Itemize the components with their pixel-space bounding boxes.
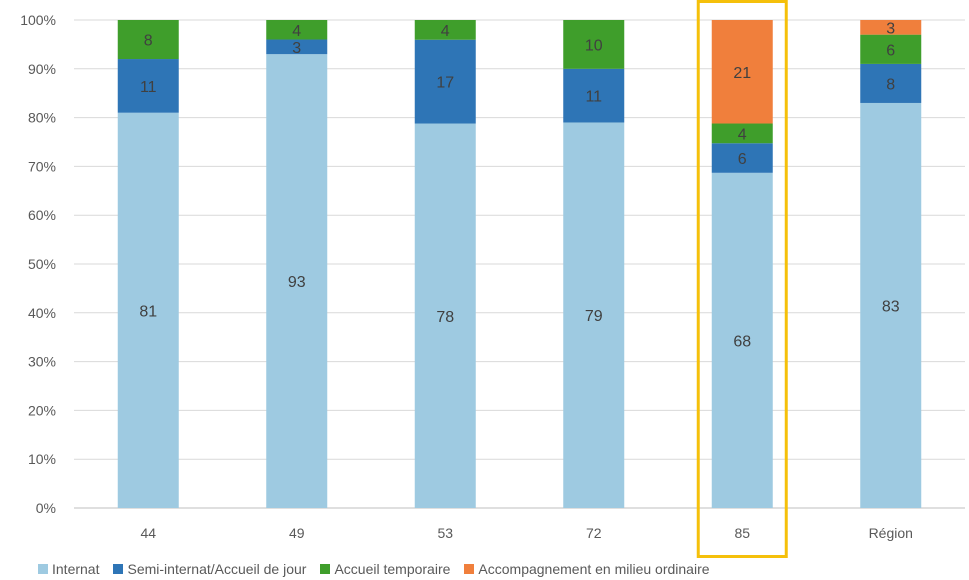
legend-label-internat: Internat	[52, 561, 100, 577]
x-axis-labels: 44 49 53 72 85 Région	[140, 525, 912, 541]
x-tick-label: 53	[437, 525, 453, 541]
bar-segment	[711, 172, 773, 508]
bar-segment	[266, 39, 328, 55]
data-label: 3	[886, 20, 895, 37]
y-tick-label: 90%	[28, 61, 56, 77]
data-label: 6	[886, 42, 895, 59]
x-tick-label: 49	[289, 525, 305, 541]
bars	[117, 20, 922, 509]
bar-segment	[414, 20, 476, 40]
data-label: 83	[882, 298, 900, 315]
y-tick-label: 10%	[28, 451, 56, 467]
data-label: 81	[139, 303, 157, 320]
data-label: 11	[140, 79, 157, 96]
y-tick-label: 50%	[28, 256, 56, 272]
x-tick-label: 72	[586, 525, 602, 541]
bar-segment	[117, 59, 179, 113]
legend-swatch-accompagnement	[464, 564, 475, 574]
legend-swatch-semi-internat	[113, 564, 124, 574]
legend-item-accompagnement: Accompagnement en milieu ordinaire	[464, 561, 710, 577]
data-label: 79	[585, 308, 603, 325]
legend-item-internat: Internat	[38, 561, 99, 577]
y-tick-label: 70%	[28, 158, 56, 174]
legend-label-semi-internat: Semi-internat/Accueil de jour	[127, 561, 307, 577]
data-label: 8	[144, 33, 153, 50]
bar-segment	[266, 54, 328, 508]
data-label: 11	[585, 89, 602, 106]
x-tick-label: Région	[869, 525, 913, 541]
bar-segment	[563, 20, 625, 69]
y-axis-ticks: 0% 10% 20% 30% 40% 50% 60% 70% 80% 90% 100%	[20, 12, 56, 516]
bar-segment	[414, 39, 476, 124]
legend-swatch-internat	[38, 564, 48, 574]
bar-segment	[860, 63, 922, 103]
bar-segment	[711, 143, 773, 173]
bar-segment	[266, 20, 328, 40]
gridlines	[74, 19, 965, 509]
bar-segment	[860, 34, 922, 64]
y-tick-label: 30%	[28, 354, 56, 370]
y-tick-label: 0%	[36, 500, 56, 516]
y-tick-label: 40%	[28, 305, 56, 321]
data-label: 4	[738, 126, 747, 143]
bar-segment	[563, 122, 625, 508]
bar-segment	[711, 123, 773, 144]
bar-segment	[860, 102, 922, 509]
highlight-rectangle	[696, 0, 788, 558]
data-label: 93	[288, 274, 306, 291]
legend-swatch-accueil-temporaire	[320, 564, 331, 574]
data-label: 10	[585, 37, 603, 54]
bar-segment	[117, 20, 179, 60]
x-tick-label: 85	[734, 525, 750, 541]
legend: Internat Semi-internat/Accueil de jour A…	[38, 561, 710, 577]
data-label: 78	[436, 309, 454, 326]
data-label: 8	[886, 76, 895, 93]
legend-item-accueil-temporaire: Accueil temporaire	[320, 561, 450, 577]
bar-segment	[414, 123, 476, 509]
data-label: 68	[733, 333, 751, 350]
legend-item-semi-internat: Semi-internat/Accueil de jour	[113, 561, 306, 577]
y-tick-label: 80%	[28, 110, 56, 126]
y-tick-label: 100%	[20, 12, 56, 28]
y-tick-label: 20%	[28, 402, 56, 418]
legend-label-accompagnement: Accompagnement en milieu ordinaire	[478, 561, 710, 577]
data-label: 21	[733, 65, 751, 82]
data-label: 6	[738, 151, 747, 168]
bar-segment	[711, 20, 773, 124]
legend-label-accueil-temporaire: Accueil temporaire	[334, 561, 451, 577]
x-tick-label: 44	[140, 525, 156, 541]
data-label: 4	[292, 23, 301, 40]
highlight-box	[696, 0, 788, 558]
bar-segment	[860, 20, 922, 35]
data-label: 4	[441, 23, 450, 40]
y-tick-label: 60%	[28, 207, 56, 223]
bar-segment	[117, 112, 179, 508]
bar-segment	[563, 68, 625, 123]
data-label: 3	[292, 40, 301, 57]
data-label: 17	[436, 75, 454, 92]
